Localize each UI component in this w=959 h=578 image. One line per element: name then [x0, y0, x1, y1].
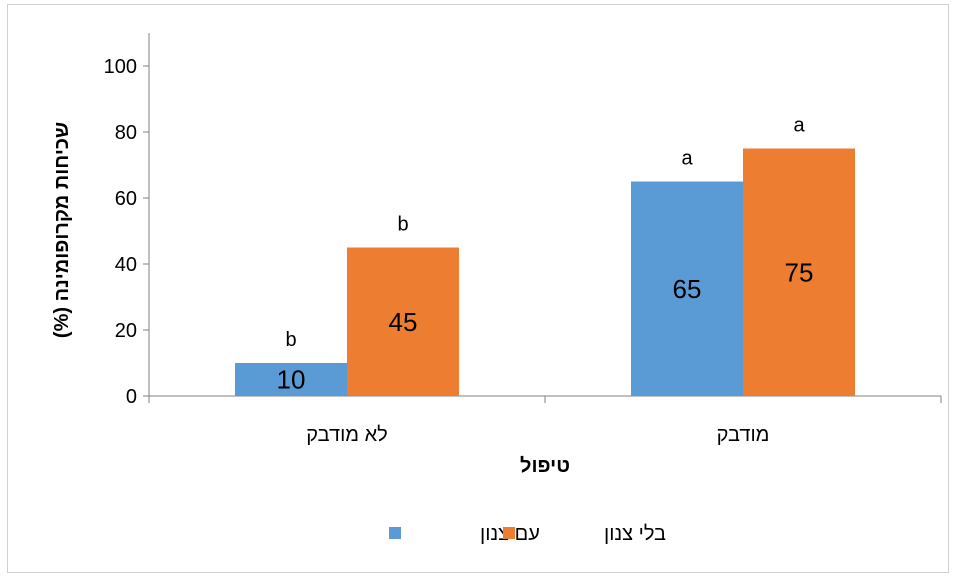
y-tick-label: 20: [115, 320, 137, 342]
y-tick-label: 80: [115, 122, 137, 144]
y-axis-title: שכיחות מקרופומינה (%): [51, 122, 73, 338]
data-label: 45: [389, 307, 418, 337]
significance-label: b: [397, 214, 408, 236]
data-label: 65: [673, 274, 702, 304]
y-tick-label: 40: [115, 254, 137, 276]
labels: 10 b 45 b לא מודבק 65 a 75 a מודבק: [277, 115, 814, 447]
legend-label: בלי צנון: [604, 523, 666, 545]
bar: [235, 363, 347, 396]
y-tick-label: 100: [104, 56, 137, 78]
significance-label: b: [285, 329, 296, 351]
legend-swatch: [389, 527, 401, 539]
significance-label: a: [681, 148, 693, 170]
significance-label: a: [793, 115, 805, 137]
bar: [631, 181, 743, 396]
bars: [235, 148, 855, 396]
data-label: 75: [785, 257, 814, 287]
data-label: 10: [277, 365, 306, 395]
legend: עם צנון בלי צנון: [389, 523, 666, 545]
bar: [347, 247, 459, 396]
y-tick-label: 60: [115, 188, 137, 210]
bar: [743, 148, 855, 396]
x-tick-label: מודבק: [717, 424, 770, 446]
x-axis-title: טיפול: [520, 455, 570, 477]
legend-swatch: [503, 527, 515, 539]
x-tick-label: לא מודבק: [306, 424, 388, 446]
y-tick-label: 0: [126, 386, 137, 408]
